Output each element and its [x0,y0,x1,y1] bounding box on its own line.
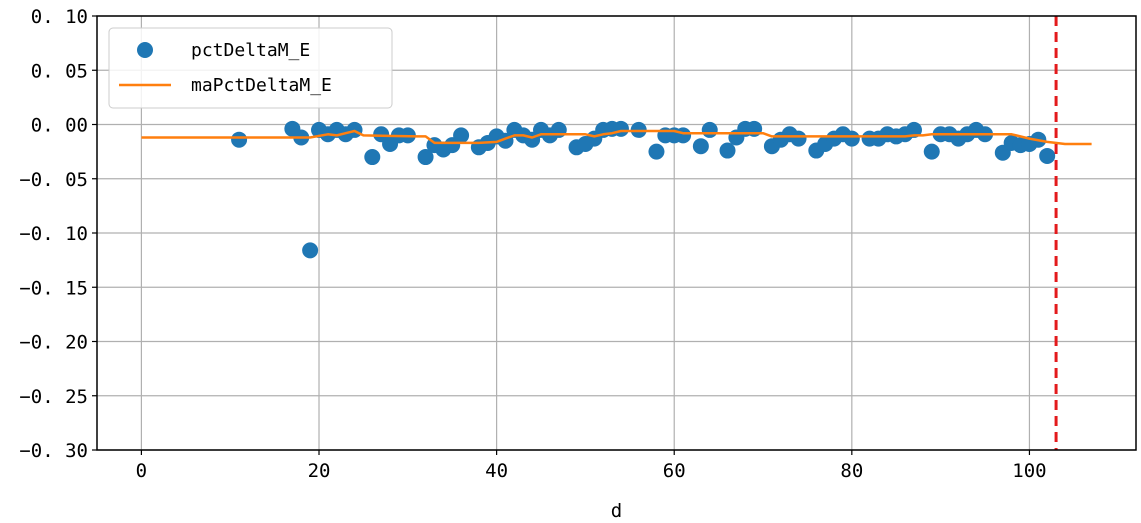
legend-marker-pctDeltaM_E [137,42,153,58]
x-axis-label: d [611,500,622,522]
legend-label-pctDeltaM_E: pctDeltaM_E [191,40,310,61]
scatter-point [843,130,860,147]
y-tick-label: −0. 25 [19,386,88,408]
scatter-point [790,130,807,147]
scatter-point [701,121,718,138]
scatter-point [453,127,470,144]
legend-box [108,27,393,109]
x-tick-label: 100 [1012,460,1046,482]
ma-line [141,129,1092,146]
x-tick-label: 0 [136,460,147,482]
plot-area [141,16,1092,450]
grid [97,15,1136,451]
y-tick-label: −0. 20 [19,332,88,354]
x-tick-label: 40 [485,460,508,482]
scatter-point [719,142,736,159]
scatter-point [905,121,922,138]
y-tick-label: −0. 10 [19,223,88,245]
scatter-point [675,127,692,144]
scatter-point [231,131,248,148]
y-tick-label: 0. 00 [31,115,88,137]
legend: pctDeltaM_E maPctDeltaM_E [108,27,393,109]
y-tick-label: −0. 15 [19,277,88,299]
scatter-point [923,143,940,160]
scatter-point [692,138,709,155]
y-tick-label: −0. 05 [19,169,88,191]
y-tick-label: 0. 05 [31,60,88,82]
ticks: 0 20 40 60 80 100 0. 10 0. 05 0. 00 −0. 05 −0. 10 −… [19,6,1046,482]
legend-label-maPctDeltaM_E: maPctDeltaM_E [191,75,332,96]
scatter-point [417,149,434,166]
x-tick-label: 80 [840,460,863,482]
scatter-point [1039,147,1056,164]
x-tick-label: 20 [308,460,331,482]
y-tick-label: −0. 30 [19,440,88,462]
scatter-point [302,242,319,259]
scatter-point [364,149,381,166]
scatter-point [648,143,665,160]
x-tick-label: 60 [663,460,686,482]
scatter-point [612,120,629,137]
y-tick-label: 0. 10 [31,6,88,28]
